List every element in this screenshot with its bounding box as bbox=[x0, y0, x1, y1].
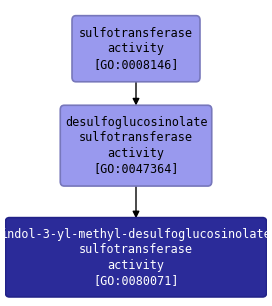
FancyBboxPatch shape bbox=[5, 218, 267, 297]
FancyBboxPatch shape bbox=[60, 105, 212, 186]
Text: desulfoglucosinolate
sulfotransferase
activity
[GO:0047364]: desulfoglucosinolate sulfotransferase ac… bbox=[65, 116, 207, 175]
Text: indol-3-yl-methyl-desulfoglucosinolate
sulfotransferase
activity
[GO:0080071]: indol-3-yl-methyl-desulfoglucosinolate s… bbox=[1, 228, 271, 287]
Text: sulfotransferase
activity
[GO:0008146]: sulfotransferase activity [GO:0008146] bbox=[79, 27, 193, 71]
FancyBboxPatch shape bbox=[72, 16, 200, 82]
